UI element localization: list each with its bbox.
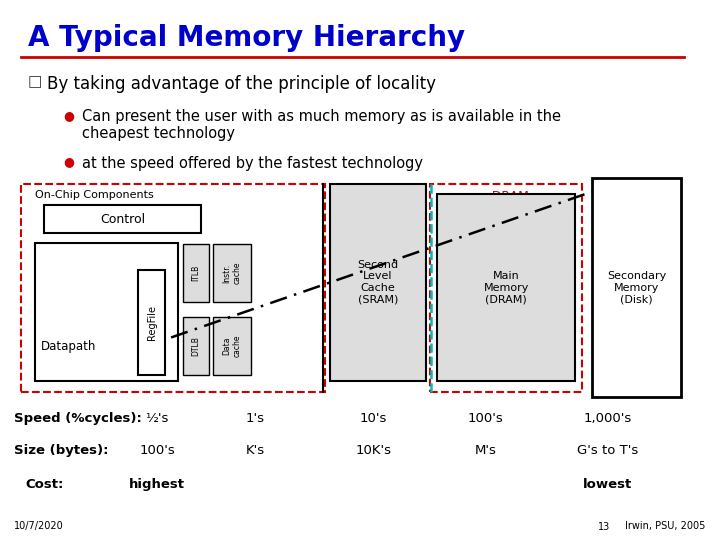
- Text: Cost:: Cost:: [26, 478, 64, 491]
- Text: lowest: lowest: [582, 478, 632, 491]
- Text: On-Chip Components: On-Chip Components: [35, 190, 153, 200]
- Text: By taking advantage of the principle of locality: By taking advantage of the principle of …: [48, 75, 436, 92]
- Bar: [330, 184, 426, 381]
- Text: Datapath: Datapath: [40, 340, 96, 353]
- Text: Secondary
Memory
(Disk): Secondary Memory (Disk): [607, 271, 667, 304]
- Text: Speed (%cycles):: Speed (%cycles):: [14, 412, 142, 425]
- Text: Size (bytes):: Size (bytes):: [14, 444, 109, 457]
- Text: K's: K's: [246, 444, 264, 457]
- Text: eDRAM: eDRAM: [484, 190, 528, 203]
- Text: 100's: 100's: [139, 444, 175, 457]
- Text: Control: Control: [100, 213, 145, 226]
- Text: 10's: 10's: [360, 412, 387, 425]
- Text: 1,000's: 1,000's: [583, 412, 631, 425]
- Text: 1's: 1's: [246, 412, 264, 425]
- Text: ●: ●: [63, 109, 73, 122]
- Text: □: □: [28, 75, 42, 90]
- Text: 100's: 100's: [467, 412, 503, 425]
- Text: Irwin, PSU, 2005: Irwin, PSU, 2005: [625, 522, 706, 531]
- Text: Second
Level
Cache
(SRAM): Second Level Cache (SRAM): [357, 260, 398, 305]
- Text: ITLB: ITLB: [192, 265, 201, 281]
- Text: ½'s: ½'s: [145, 412, 168, 425]
- Bar: [213, 244, 251, 302]
- Bar: [430, 184, 582, 392]
- Text: Data
cache: Data cache: [222, 335, 242, 357]
- Text: A Typical Memory Hierarchy: A Typical Memory Hierarchy: [28, 24, 465, 52]
- Text: ●: ●: [63, 156, 73, 168]
- Text: Can present the user with as much memory as is available in the
cheapest technol: Can present the user with as much memory…: [82, 109, 562, 141]
- Bar: [183, 317, 210, 375]
- Bar: [44, 205, 201, 233]
- Text: 10K's: 10K's: [356, 444, 392, 457]
- Text: G's to T's: G's to T's: [577, 444, 638, 457]
- Bar: [183, 244, 210, 302]
- Bar: [138, 270, 165, 375]
- Text: 13: 13: [598, 522, 610, 531]
- Bar: [213, 317, 251, 375]
- Bar: [35, 243, 178, 381]
- Text: 10/7/2020: 10/7/2020: [14, 522, 63, 531]
- Text: Main
Memory
(DRAM): Main Memory (DRAM): [484, 271, 529, 304]
- Text: DTLB: DTLB: [192, 336, 201, 356]
- Text: highest: highest: [129, 478, 185, 491]
- Text: Instr.
cache: Instr. cache: [222, 262, 242, 285]
- Bar: [592, 178, 681, 397]
- Text: RegFile: RegFile: [146, 305, 156, 340]
- Text: at the speed offered by the fastest technology: at the speed offered by the fastest tech…: [82, 156, 423, 171]
- Bar: [437, 194, 575, 381]
- Text: M's: M's: [474, 444, 496, 457]
- Bar: [21, 184, 325, 392]
